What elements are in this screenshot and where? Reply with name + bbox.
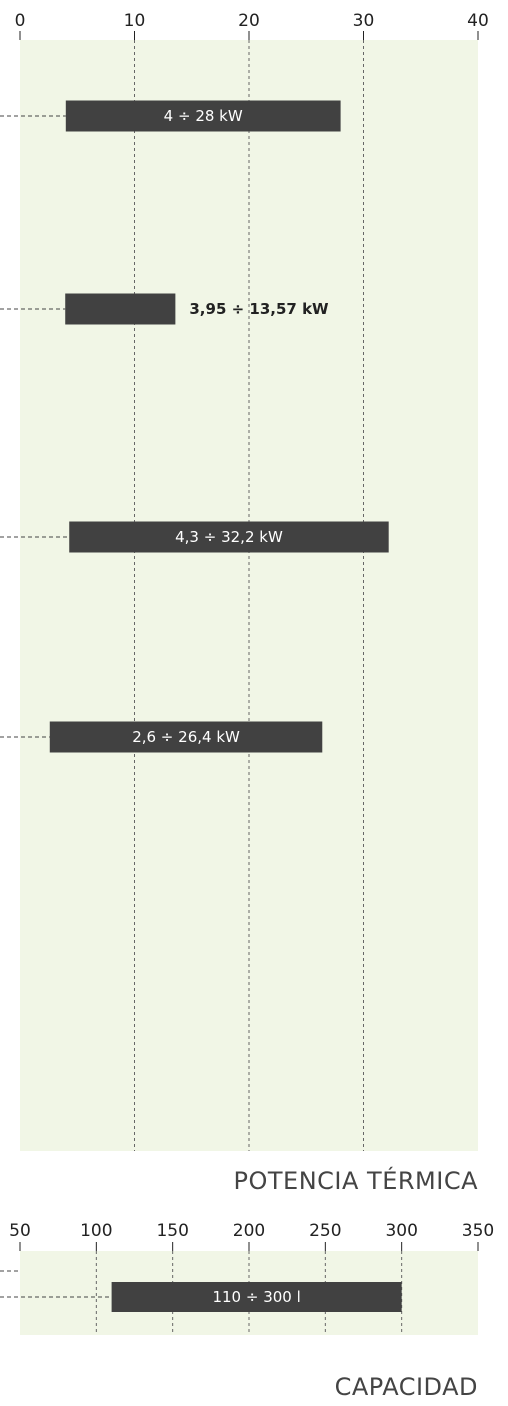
- chart2-tick-label: 250: [309, 1221, 341, 1241]
- chart2-axis-title: CAPACIDAD: [335, 1373, 478, 1401]
- chart1-bar-label: 3,95 ÷ 13,57 kW: [189, 300, 329, 318]
- chart2-tick-label: 50: [9, 1221, 31, 1241]
- chart2-tick-label: 300: [385, 1221, 417, 1241]
- chart1-bar: [69, 521, 389, 553]
- chart2-bar-label: 110 ÷ 300 l: [212, 1288, 300, 1306]
- chart1-tick-label: 20: [238, 11, 260, 31]
- chart1-bar: [65, 100, 341, 132]
- chart1-tick-label: 40: [467, 11, 489, 31]
- chart1-bar: [49, 721, 323, 753]
- chart2-tick-label: 100: [80, 1221, 112, 1241]
- chart1-bar-label: 4 ÷ 28 kW: [164, 107, 243, 125]
- chart1-tick-label: 30: [353, 11, 375, 31]
- chart2-tick-label: 200: [233, 1221, 265, 1241]
- chart1-tick-label: 0: [15, 11, 26, 31]
- chart2-tick-label: 350: [462, 1221, 494, 1241]
- chart1-bar: [65, 293, 176, 325]
- chart1-axis-title: POTENCIA TÉRMICA: [234, 1166, 479, 1195]
- chart1-bar-label: 4,3 ÷ 32,2 kW: [175, 528, 283, 546]
- chart2-tick-label: 150: [156, 1221, 188, 1241]
- chart2-bar: [111, 1282, 402, 1312]
- chart1-tick-label: 10: [124, 11, 146, 31]
- chart1-bar-label: 2,6 ÷ 26,4 kW: [132, 728, 240, 746]
